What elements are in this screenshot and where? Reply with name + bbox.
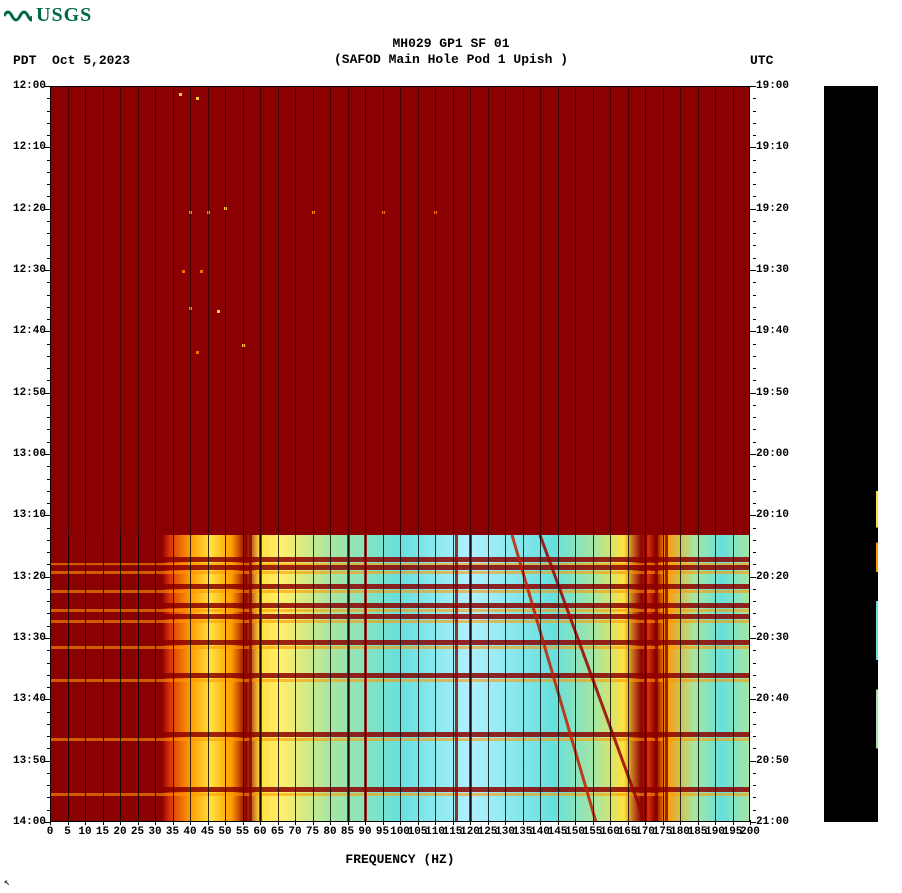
y-axis-right: 19:0019:1019:2019:3019:4019:5020:0020:10… [754, 86, 802, 822]
left-timezone-date: PDT Oct 5,2023 [13, 53, 130, 68]
colorbar-stripe [876, 86, 878, 822]
spectrogram-plot [50, 86, 750, 822]
y-axis-left: 12:0012:1012:2012:3012:4012:5013:0013:10… [0, 86, 48, 822]
header-date: Oct 5,2023 [52, 53, 130, 68]
x-axis-label: FREQUENCY (HZ) [50, 852, 750, 867]
left-tz: PDT [13, 53, 36, 68]
right-timezone: UTC [750, 53, 773, 68]
logo-text: USGS [36, 4, 92, 27]
x-axis: 0510152025303540455055606570758085909510… [50, 824, 750, 840]
colorbar [824, 86, 878, 822]
corner-mark: ↖ [4, 877, 10, 889]
usgs-logo: USGS [4, 4, 92, 27]
wave-icon [4, 4, 32, 27]
chart-title: MH029 GP1 SF 01 [0, 36, 902, 52]
